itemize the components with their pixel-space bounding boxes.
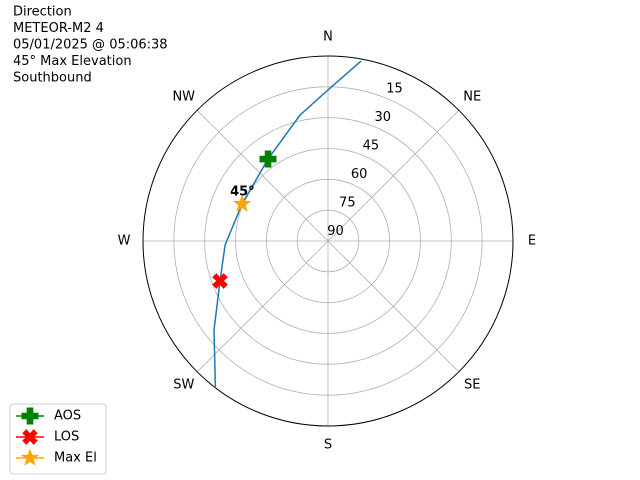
grid-spoke xyxy=(196,240,329,373)
theta-tick-label: NE xyxy=(463,89,481,104)
theta-tick-label: E xyxy=(528,234,536,249)
title-line: METEOR-M2 4 xyxy=(13,21,104,36)
marker xyxy=(22,429,38,445)
r-tick-label: 30 xyxy=(374,110,391,125)
legend-label: LOS xyxy=(54,430,79,445)
marker xyxy=(212,273,228,289)
title-line: Southbound xyxy=(13,71,92,86)
legend: AOS LOS Max El xyxy=(9,403,107,475)
legend-label: AOS xyxy=(54,409,81,424)
grid: N NE E SE S SW W NW 90 75 60 45 30 15 xyxy=(118,30,537,453)
r-tick-label: 60 xyxy=(351,167,368,182)
marker xyxy=(21,448,39,466)
title-line: 05/01/2025 @ 05:06:38 xyxy=(13,38,168,53)
r-tick-label: 15 xyxy=(386,81,403,96)
r-tick-label: 45 xyxy=(363,138,380,153)
marker xyxy=(21,407,39,425)
grid-spoke xyxy=(327,109,460,242)
theta-tick-label: W xyxy=(118,234,131,249)
theta-tick-label: S xyxy=(324,438,332,453)
theta-tick-label: N xyxy=(323,30,333,45)
theta-tick-label: NW xyxy=(172,89,195,104)
annotation: 45° xyxy=(230,185,255,200)
legend-label: Max El xyxy=(54,451,97,466)
grid-spoke xyxy=(196,109,329,242)
grid-spoke xyxy=(327,240,460,373)
title-line: 45° Max Elevation xyxy=(13,54,132,69)
r-tick-label: 75 xyxy=(339,195,356,210)
theta-tick-label: SW xyxy=(173,378,194,393)
marker xyxy=(259,150,277,168)
theta-tick-label: SE xyxy=(464,378,480,393)
outer-spine xyxy=(142,55,514,427)
plot: 45° xyxy=(212,60,362,388)
r-tick-label: 90 xyxy=(327,224,344,239)
title-line: Direction xyxy=(13,5,72,20)
marker xyxy=(233,194,252,212)
